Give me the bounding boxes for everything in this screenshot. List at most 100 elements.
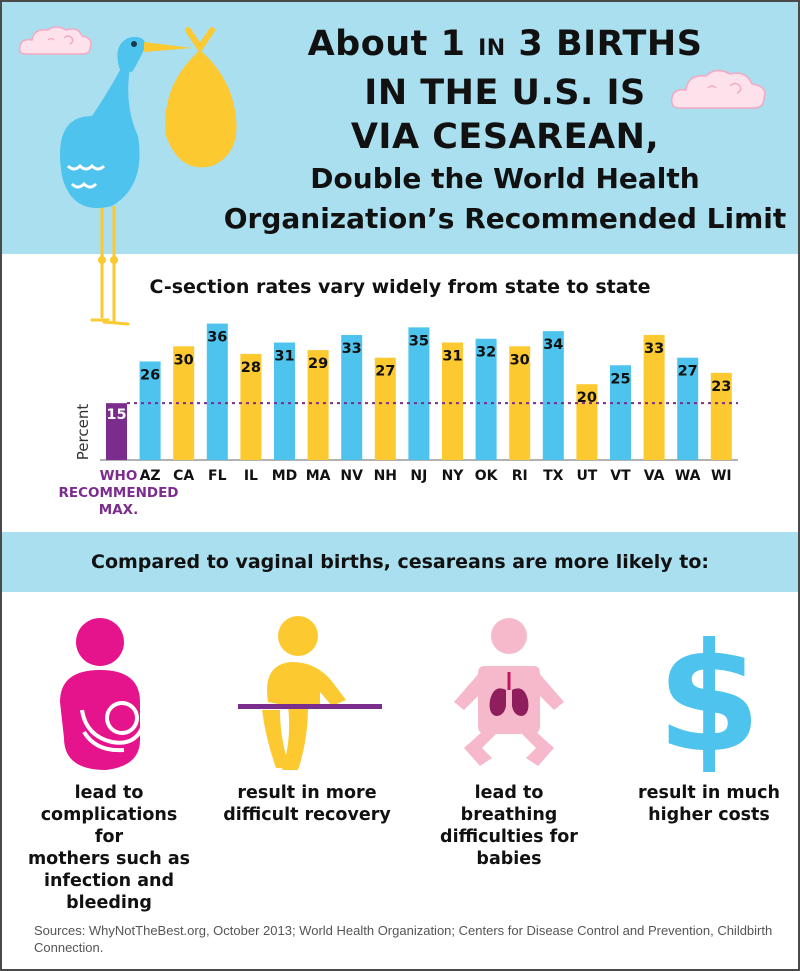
bar-value-label: 30 (510, 352, 530, 368)
bar-nh (374, 357, 396, 460)
caption-line: result in more (237, 783, 377, 803)
dollar-icon: $ (657, 612, 761, 786)
bar-value-label: 31 (274, 349, 294, 365)
bar-ma (307, 350, 329, 460)
title-line1-suffix: 3 BIRTHS (505, 24, 703, 64)
baby-lungs-icon (454, 618, 564, 766)
bar-nj (408, 327, 430, 460)
caption-mothers: lead to complications for mothers such a… (24, 782, 194, 914)
bar-wa (677, 357, 699, 460)
bar-value-label: 35 (409, 333, 429, 349)
bar-ut (576, 384, 598, 460)
bar-value-label: 27 (678, 364, 698, 380)
comparison-item-mothers: lead to complications for mothers such a… (24, 610, 194, 914)
bar-value-label: 15 (106, 407, 126, 423)
x-tick-label: WA (675, 468, 701, 484)
bar-value-label: 23 (711, 379, 731, 395)
caption-line: lead to breathing (460, 783, 558, 825)
who-label-line: RECOMMENDED (58, 485, 178, 501)
bar-value-label: 26 (140, 367, 160, 383)
comparison-heading: Compared to vaginal births, cesareans ar… (91, 551, 709, 573)
caption-recovery: result in more difficult recovery (222, 782, 392, 826)
x-tick-label: NV (340, 468, 363, 484)
title-line1-in: IN (478, 36, 506, 61)
comparison-item-babies: lead to breathing difficulties for babie… (424, 610, 594, 870)
x-tick-label: IL (244, 468, 258, 484)
bar-who (106, 403, 127, 460)
x-tick-label: VA (644, 468, 665, 484)
caption-line: complications for (40, 805, 178, 847)
sources-note: Sources: WhyNotTheBest.org, October 2013… (34, 923, 773, 955)
caption-line: higher costs (648, 805, 770, 825)
caption-line: mothers such as (27, 849, 191, 869)
title-line1-prefix: About 1 (307, 24, 479, 64)
comparison-item-costs: $ result in much higher costs (624, 610, 794, 826)
bar-value-label: 31 (442, 349, 462, 365)
caption-line: difficulties for (440, 827, 578, 847)
who-label-line: MAX. (99, 502, 138, 518)
caption-line: lead to (74, 783, 144, 803)
comparison-band (2, 532, 798, 592)
x-tick-label: NJ (410, 468, 427, 484)
bar-value-label: 33 (644, 341, 664, 357)
bar-value-label: 28 (241, 360, 261, 376)
x-tick-label: MD (272, 468, 298, 484)
x-tick-label: OK (475, 468, 499, 484)
bar-value-label: 20 (577, 390, 597, 406)
x-tick-label: UT (576, 468, 597, 484)
x-tick-label: NH (374, 468, 397, 484)
bar-value-label: 27 (375, 364, 395, 380)
bar-value-label: 33 (342, 341, 362, 357)
bar-value-label: 32 (476, 345, 496, 361)
caption-babies: lead to breathing difficulties for babie… (424, 782, 594, 870)
x-tick-label: RI (512, 468, 528, 484)
comparison-item-recovery: result in more difficult recovery (222, 610, 392, 826)
caption-line: infection and (43, 871, 175, 891)
bar-va (643, 334, 665, 460)
title-sub1: Double the World Health (310, 162, 700, 195)
svg-text:$: $ (657, 612, 761, 780)
cloud-right (670, 69, 766, 109)
bar-az (139, 361, 161, 460)
x-tick-label: CA (173, 468, 194, 484)
cloud-left (18, 26, 92, 55)
bar-value-label: 29 (308, 356, 328, 372)
bar-value-label: 30 (174, 352, 194, 368)
x-tick-label: FL (208, 468, 227, 484)
caption-line: babies (476, 849, 542, 869)
bar-fl (206, 323, 228, 460)
who-label-line: WHO (100, 468, 138, 484)
caption-line: difficult recovery (223, 805, 391, 825)
title-line3: VIA CESAREAN, (350, 117, 660, 157)
bar-vt (610, 365, 631, 460)
recovery-person-icon (238, 616, 382, 770)
title-sub2: Organization’s Recommended Limit (223, 202, 787, 235)
x-tick-label: MA (306, 468, 331, 484)
bar-value-label: 36 (207, 330, 227, 346)
bar-ny (442, 342, 463, 460)
bar-chart: Percent 15 26 AZ 30 CA 36 FL 28 IL 31 MD 29 MA 33 NV 27 N… (58, 323, 738, 518)
caption-line: bleeding (66, 893, 152, 913)
bar-ok (475, 338, 497, 460)
stork-icon (60, 27, 237, 326)
caption-line: result in much (638, 783, 780, 803)
bar-tx (542, 331, 564, 460)
bar-value-label: 25 (610, 371, 630, 387)
x-tick-label: TX (543, 468, 564, 484)
y-axis-label: Percent (74, 404, 92, 461)
x-tick-label: AZ (140, 468, 161, 484)
bar-nv (341, 334, 363, 460)
bar-md (274, 342, 295, 460)
title-line2: IN THE U.S. IS (364, 73, 646, 113)
x-tick-label: VT (610, 468, 631, 484)
chart-title: C-section rates vary widely from state t… (149, 276, 651, 298)
mother-baby-icon (60, 618, 144, 770)
caption-costs: result in much higher costs (624, 782, 794, 826)
x-tick-label: NY (442, 468, 465, 484)
x-tick-label: WI (711, 468, 732, 484)
main-title: About 1 IN 3 BIRTHS IN THE U.S. IS VIA C… (210, 22, 798, 239)
bar-il (240, 353, 262, 460)
bar-wi (710, 372, 732, 460)
bar-value-label: 34 (543, 337, 563, 353)
